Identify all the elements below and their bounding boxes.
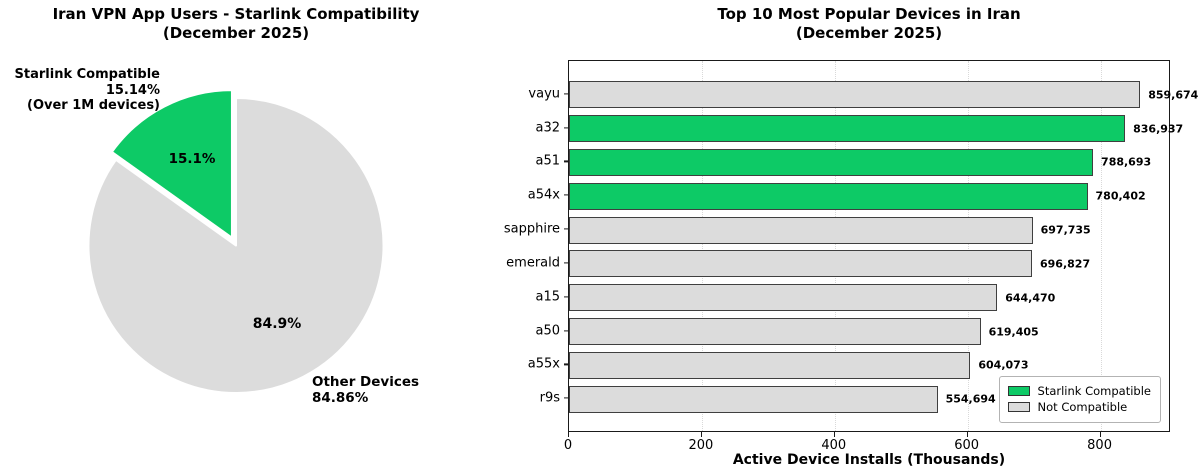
pie-slice-starlink-compatible [110,89,233,239]
ytick-mark-a50 [563,329,568,332]
bar-title-line1: Top 10 Most Popular Devices in Iran [717,5,1021,23]
pie-label-starlink-pct: 15.14% [105,82,160,98]
bar-chart-panel: Top 10 Most Popular Devices in Iran (Dec… [480,0,1200,474]
gridline-x-400 [834,61,836,431]
xtick-mark-200 [700,432,703,437]
bar-emerald [569,250,1032,278]
bar-value-a55x: 604,073 [978,358,1029,372]
bar-a50 [569,318,981,346]
pie-slice-other-devices [87,97,385,394]
ytick-label-a50: a50 [535,323,560,339]
pie-label-other-devices: Other Devices 84.86% [312,374,420,406]
bar-a15 [569,284,998,312]
bar-value-r9s: 554,694 [945,392,996,406]
ytick-label-r9s: r9s [539,390,560,406]
ytick-mark-a15 [563,296,568,298]
pie-autopct-other: 84.9% [252,316,302,332]
ytick-mark-sapphire [563,228,568,230]
ytick-mark-a51 [563,160,568,163]
legend-swatch-icon [1007,386,1030,396]
bar-a51 [569,148,1094,176]
bar-value-sapphire: 697,735 [1040,223,1091,237]
ytick-label-a55x: a55x [527,356,560,372]
gridline-x-600 [967,61,969,431]
xtick-mark-600 [966,432,968,437]
gridline-x-200 [701,61,703,431]
pie-label-starlink-note: (Over 1M devices) [27,98,160,113]
bar-title-line2: (December 2025) [795,23,943,42]
ytick-mark-emerald [563,262,568,264]
bar-value-vayu: 859,674 [1148,88,1199,102]
x-axis-label: Active Device Installs (Thousands) [732,452,1006,468]
pie-label-starlink-compatible: Starlink Compatible 15.14% (Over 1M devi… [15,67,160,114]
pie-label-other-pct: 84.86% [312,389,369,406]
bar-sapphire [569,216,1033,244]
legend-swatch-icon [1007,402,1030,412]
bar-a54x [569,182,1088,210]
pie-title-line2: (December 2025) [162,23,310,42]
ytick-label-a54x: a54x [527,187,560,203]
bar-chart-title: Top 10 Most Popular Devices in Iran (Dec… [568,5,1170,42]
ytick-mark-a55x [563,363,568,365]
xtick-mark-800 [1099,432,1101,437]
pie-autopct-starlink: 15.1% [168,151,216,167]
bar-value-emerald: 696,827 [1040,257,1091,271]
xtick-mark-0 [568,432,570,437]
ytick-label-vayu: vayu [528,86,560,102]
xtick-mark-400 [833,432,835,437]
bar-vayu [569,81,1141,109]
bar-a32 [569,115,1126,143]
xtick-label-200: 200 [688,438,714,453]
bar-value-a50: 619,405 [988,325,1039,339]
legend-label: Starlink Compatible [1037,384,1151,398]
pie-label-other-name: Other Devices [312,374,420,390]
bar-legend: Starlink Compatible Not Compatible [998,376,1161,423]
legend-row-not-compatible: Not Compatible [1007,400,1151,414]
ytick-mark-a32 [563,127,568,129]
ytick-label-a15: a15 [535,289,560,305]
ytick-label-sapphire: sapphire [503,221,560,237]
xtick-label-0: 0 [563,438,573,453]
bar-value-a54x: 780,402 [1095,189,1146,203]
pie-chart-panel: Iran VPN App Users - Starlink Compatibil… [0,0,480,474]
gridline-x-800 [1100,61,1102,431]
pie-chart [87,89,385,394]
pie-chart-title: Iran VPN App Users - Starlink Compatibil… [0,5,472,42]
ytick-label-a51: a51 [535,153,560,169]
bar-value-a15: 644,470 [1005,291,1056,305]
ytick-mark-vayu [563,93,568,95]
bar-value-a51: 788,693 [1101,155,1152,169]
legend-row-starlink-compatible: Starlink Compatible [1007,384,1151,398]
xtick-label-600: 600 [954,438,980,453]
bar-plot-area: 859,674 836,937 788,693 780,402 697,735 696,8… [568,60,1198,432]
bar-value-a32: 836,937 [1133,122,1184,136]
ytick-label-emerald: emerald [506,255,560,271]
legend-label: Not Compatible [1037,400,1128,414]
ytick-label-a32: a32 [535,120,560,136]
pie-label-starlink-name: Starlink Compatible [14,67,160,82]
pie-title-line1: Iran VPN App Users - Starlink Compatibil… [52,5,420,23]
bar-r9s [569,385,938,413]
xtick-label-400: 400 [821,438,847,453]
xtick-label-800: 800 [1087,438,1112,453]
ytick-mark-a54x [563,194,568,196]
ytick-mark-r9s [563,397,568,399]
bar-a55x [569,351,971,379]
